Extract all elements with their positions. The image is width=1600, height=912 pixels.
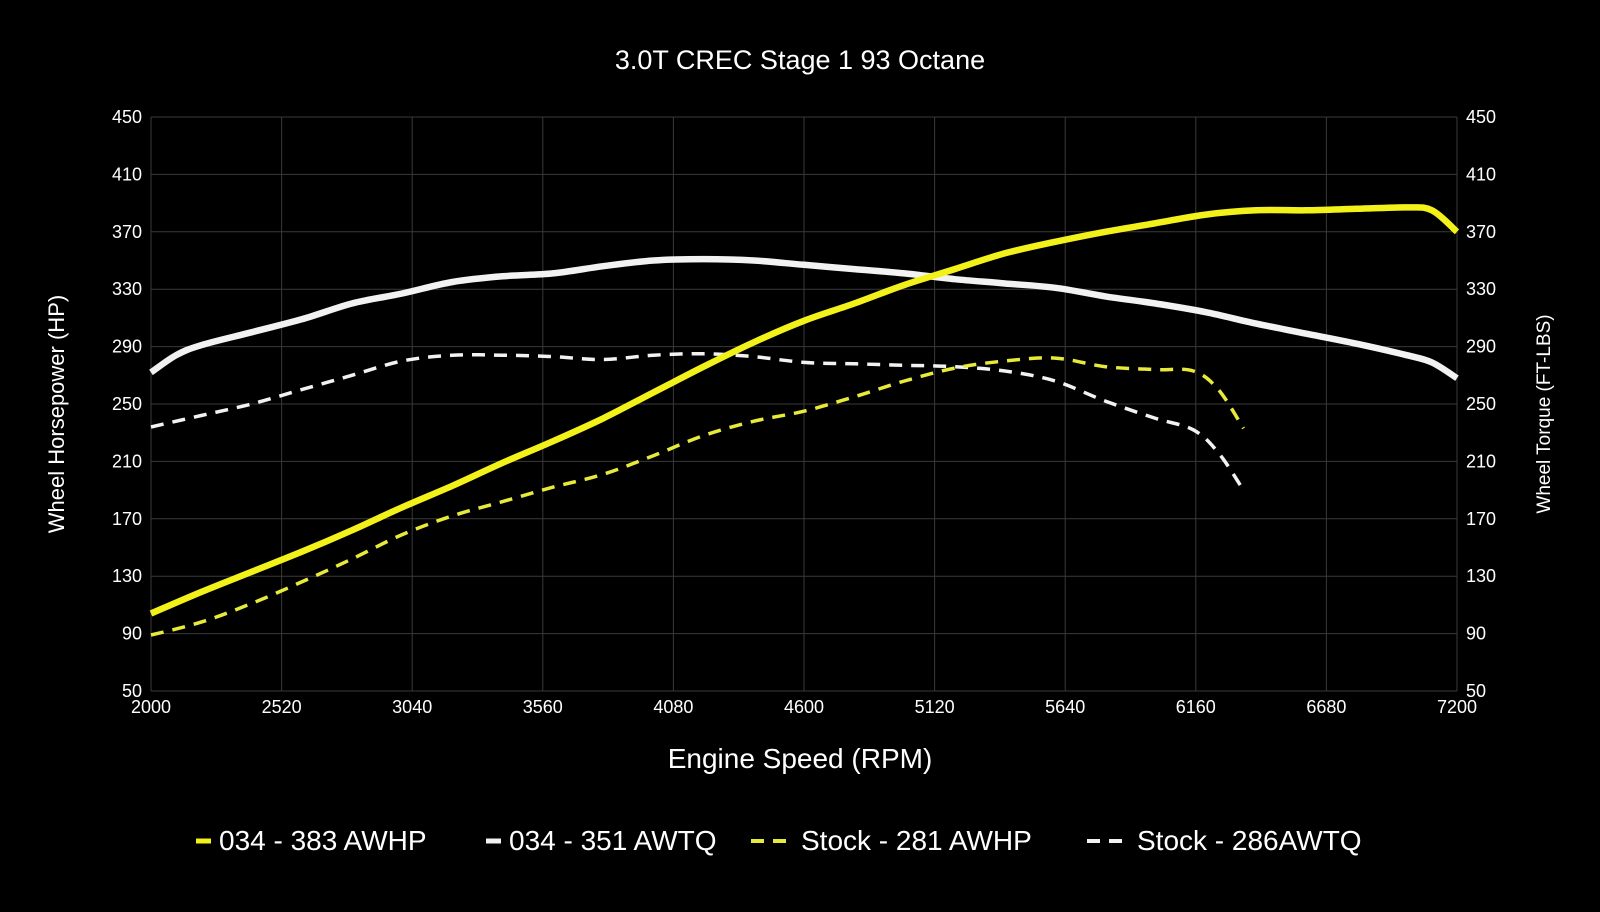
x-tick-label: 2520 <box>262 697 302 717</box>
y-tick-label-right: 330 <box>1466 279 1496 299</box>
x-tick-label: 6680 <box>1306 697 1346 717</box>
x-tick-label: 4080 <box>653 697 693 717</box>
y-tick-label-left: 170 <box>112 509 142 529</box>
series-line-stock-281-awhp <box>150 356 1245 637</box>
series-line-034-383-awhp <box>149 204 1460 617</box>
y-tick-label-left: 330 <box>112 279 142 299</box>
y-tick-label-right: 130 <box>1466 566 1496 586</box>
x-tick-label: 5120 <box>915 697 955 717</box>
series-line-stock-286awtq <box>150 351 1245 492</box>
x-tick-label: 3040 <box>392 697 432 717</box>
y-tick-label-right: 210 <box>1466 451 1496 471</box>
y-tick-label-right: 90 <box>1466 624 1486 644</box>
y-tick-label-left: 90 <box>122 624 142 644</box>
legend: 034 - 383 AWHP 034 - 351 AWTQ Stock - 281 … <box>196 825 1362 856</box>
x-tick-label: 7200 <box>1437 697 1477 717</box>
y-tick-label-right: 290 <box>1466 337 1496 357</box>
y-tick-label-left: 250 <box>112 394 142 414</box>
axis-ticks: 2000 2520 3040 3560 4080 4600 5120 5640 6160 6680… <box>112 107 1496 717</box>
y-tick-label-left: 410 <box>112 164 142 184</box>
legend-label: Stock - 286AWTQ <box>1137 825 1362 856</box>
y-axis-label-right: Wheel Torque (FT-LBS) <box>1534 314 1555 513</box>
y-tick-label-left: 450 <box>112 107 142 127</box>
x-axis-label: Engine Speed (RPM) <box>668 743 933 774</box>
y-tick-label-left: 370 <box>112 222 142 242</box>
x-tick-label: 2000 <box>131 697 171 717</box>
x-tick-label: 6160 <box>1176 697 1216 717</box>
y-tick-label-right: 250 <box>1466 394 1496 414</box>
y-axis-label-left: Wheel Horsepower (HP) <box>44 295 69 533</box>
legend-label: Stock - 281 AWHP <box>801 825 1032 856</box>
y-tick-label-right: 370 <box>1466 222 1496 242</box>
x-tick-label: 4600 <box>784 697 824 717</box>
legend-label: 034 - 383 AWHP <box>219 825 427 856</box>
y-tick-label-left: 290 <box>112 337 142 357</box>
y-tick-label-right: 170 <box>1466 509 1496 529</box>
y-tick-label-left: 50 <box>122 681 142 701</box>
x-tick-label: 3560 <box>523 697 563 717</box>
y-tick-label-left: 210 <box>112 451 142 471</box>
x-tick-label: 5640 <box>1045 697 1085 717</box>
y-tick-label-right: 450 <box>1466 107 1496 127</box>
chart-title: 3.0T CREC Stage 1 93 Octane <box>615 45 985 75</box>
y-tick-label-right: 50 <box>1466 681 1486 701</box>
series-layer <box>149 204 1460 637</box>
y-tick-label-left: 130 <box>112 566 142 586</box>
series-line-034-351-awtq <box>149 255 1459 381</box>
legend-label: 034 - 351 AWTQ <box>509 825 717 856</box>
y-tick-label-right: 410 <box>1466 164 1496 184</box>
grid-lines <box>150 116 1458 692</box>
